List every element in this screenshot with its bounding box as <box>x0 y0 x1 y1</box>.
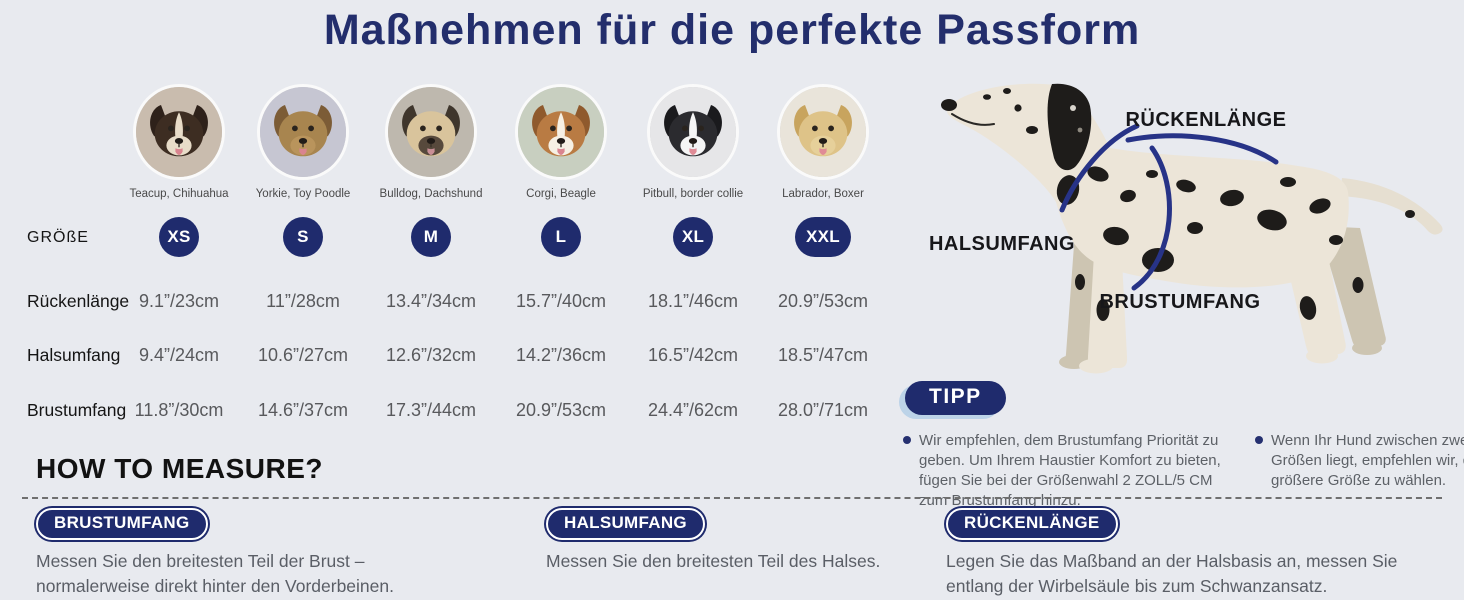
breed-photo-border-collie <box>647 84 739 180</box>
breed-column: Corgi, Beagle L <box>496 84 626 257</box>
size-badge-xs: XS <box>159 217 199 257</box>
size-value: 14.2”/36cm <box>515 345 607 365</box>
dog-face-icon <box>136 87 222 177</box>
breed-column: Bulldog, Dachshund M <box>366 84 496 257</box>
dashed-divider <box>22 497 1442 499</box>
size-value: 20.9”/53cm <box>777 291 869 311</box>
row-label-groesse: GRÖßE <box>27 229 89 246</box>
measure-text: Messen Sie den breitesten Teil des Halse… <box>546 551 881 571</box>
size-badge-xl: XL <box>673 217 713 257</box>
breed-label: Bulldog, Dachshund <box>379 188 483 200</box>
diagram-label-back: RÜCKENLÄNGE <box>1125 108 1286 131</box>
size-value: 20.9”/53cm <box>515 400 607 420</box>
size-badge-m: M <box>411 217 451 257</box>
breed-label: Corgi, Beagle <box>526 188 596 200</box>
measure-text: Messen Sie den breitesten Teil der Brust… <box>36 551 394 596</box>
size-value: 15.7”/40cm <box>515 291 607 311</box>
breed-column: Pitbull, border collie XL <box>628 84 758 257</box>
chest-measure-arc <box>1131 145 1172 291</box>
tip-badge: TIPP <box>905 381 1006 415</box>
size-value: 18.5”/47cm <box>777 345 869 365</box>
size-value: 13.4”/34cm <box>385 291 477 311</box>
breed-photo-chihuahua <box>133 84 225 180</box>
diagram-label-chest: BRUSTUMFANG <box>1099 291 1260 313</box>
breed-photo-labrador <box>777 84 869 180</box>
breed-photo-pug <box>385 84 477 180</box>
size-value: 9.1”/23cm <box>138 291 220 311</box>
breed-photo-yorkie <box>257 84 349 180</box>
size-badge-l: L <box>541 217 581 257</box>
row-label-rueckenlaenge: Rückenlänge <box>27 291 130 311</box>
size-value: 24.4”/62cm <box>647 400 739 420</box>
tip-bullet: Wenn Ihr Hund zwischen zwei Größen liegt… <box>1255 431 1464 511</box>
size-value: 17.3”/44cm <box>385 400 477 420</box>
size-badge-s: S <box>283 217 323 257</box>
size-value: 18.1”/46cm <box>647 291 739 311</box>
bullet-dot-icon <box>1255 436 1263 444</box>
dog-face-icon <box>518 87 604 177</box>
how-to-heading: HOW TO MEASURE? <box>36 453 323 484</box>
page-title: Maßnehmen für die perfekte Passform <box>323 6 1141 54</box>
tip-bullet: Wir empfehlen, dem Brustumfang Priorität… <box>903 431 1241 511</box>
dog-measurement-diagram: RÜCKENLÄNGE HALSUMFANG BRUSTUMFANG <box>929 83 1443 374</box>
size-value: 9.4”/24cm <box>138 345 220 365</box>
measure-section-chest: BRUSTUMFANG Messen Sie den breitesten Te… <box>36 508 476 599</box>
size-value: 11.8”/30cm <box>134 400 224 420</box>
size-value: 11”/28cm <box>266 291 340 311</box>
breed-label: Pitbull, border collie <box>642 188 744 200</box>
neck-measure-arc <box>1059 123 1140 213</box>
breed-photo-beagle <box>515 84 607 180</box>
breed-label: Teacup, Chihuahua <box>129 188 229 200</box>
breed-column: Labrador, Boxer XXL <box>758 84 888 257</box>
breed-label: Labrador, Boxer <box>782 188 864 200</box>
breed-label: Yorkie, Toy Poodle <box>255 188 351 200</box>
breed-column: Teacup, Chihuahua XS <box>114 84 244 257</box>
dog-face-icon <box>260 87 346 177</box>
row-label-brustumfang: Brustumfang <box>27 400 127 420</box>
measure-text: Legen Sie das Maßband an der Halsbasis a… <box>946 551 1398 596</box>
size-badge-xxl: XXL <box>795 217 851 257</box>
measure-badge-chest: BRUSTUMFANG <box>36 508 208 540</box>
dog-face-icon <box>388 87 474 177</box>
size-value: 28.0”/71cm <box>777 400 869 420</box>
measure-section-neck: HALSUMFANG Messen Sie den breitesten Tei… <box>546 508 946 574</box>
bullet-dot-icon <box>903 436 911 444</box>
tip-bullets: Wir empfehlen, dem Brustumfang Priorität… <box>903 431 1464 511</box>
size-value: 10.6”/27cm <box>257 345 349 365</box>
size-value: 12.6”/32cm <box>385 345 477 365</box>
measure-badge-neck: HALSUMFANG <box>546 508 705 540</box>
size-value: 16.5”/42cm <box>647 345 739 365</box>
dog-face-icon <box>780 87 866 177</box>
row-label-halsumfang: Halsumfang <box>27 345 121 365</box>
diagram-label-neck: HALSUMFANG <box>929 233 1075 255</box>
size-value: 14.6”/37cm <box>257 400 349 420</box>
measure-section-back: RÜCKENLÄNGE Legen Sie das Maßband an der… <box>946 508 1451 599</box>
back-measure-arc <box>1125 133 1279 165</box>
measure-badge-back: RÜCKENLÄNGE <box>946 508 1118 540</box>
dog-face-icon <box>650 87 736 177</box>
breed-column: Yorkie, Toy Poodle S <box>238 84 368 257</box>
